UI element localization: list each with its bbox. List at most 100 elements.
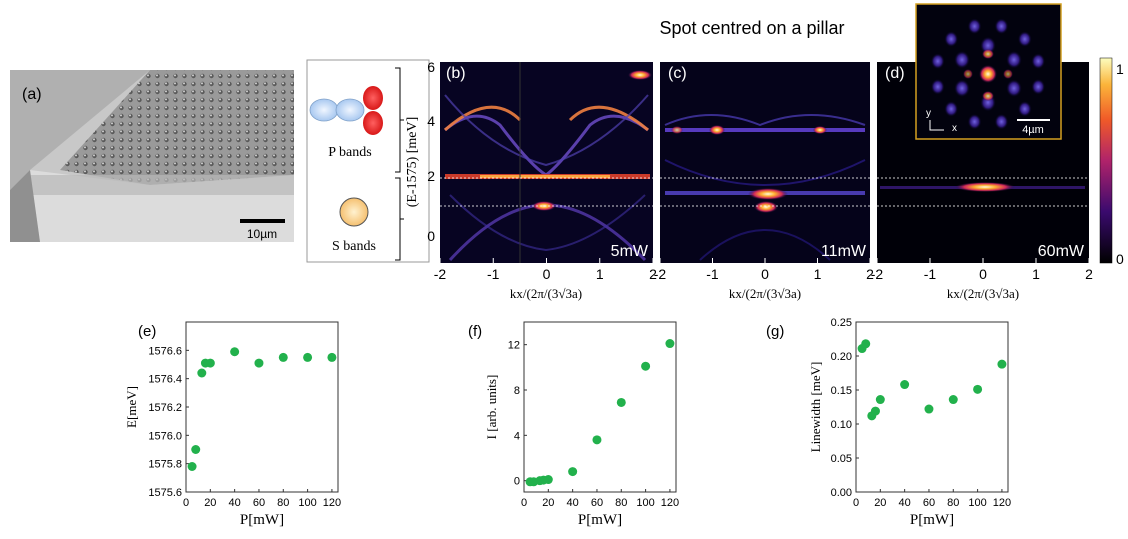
x-tick-label: 120 — [323, 497, 341, 509]
panel-a-label: (a) — [22, 86, 42, 103]
panel-b-x-axis-label: kx/(2π/(3√3a) — [510, 286, 582, 301]
data-point — [303, 352, 313, 362]
inset-y-axis-label: y — [926, 108, 931, 119]
figure-title: Spot centred on a pillar — [659, 18, 844, 38]
inset-intensity-spot — [930, 78, 945, 95]
panel-d-power: 60mW — [1038, 243, 1085, 260]
panel-b-power: 5mW — [611, 243, 649, 260]
y-tick-label: 0.00 — [831, 487, 852, 499]
top-x-tick-label: 2 — [649, 266, 657, 282]
data-point — [254, 358, 264, 368]
top-x-tick-label: -2 — [434, 266, 447, 282]
top-x-tick-label: 1 — [1032, 266, 1040, 282]
y-tick-label: 0.20 — [831, 351, 852, 363]
data-point — [861, 339, 871, 349]
y-tick-label: 0.15 — [831, 385, 852, 397]
data-point — [592, 435, 602, 445]
panel-c-x-axis-label: kx/(2π/(3√3a) — [729, 286, 801, 301]
x-axis-label: P[mW] — [910, 512, 954, 528]
inset-intensity-spot — [980, 36, 996, 55]
y-tick-label: 0.10 — [831, 419, 852, 431]
top-x-tick-label: 2 — [866, 266, 874, 282]
x-tick-label: 80 — [615, 497, 627, 509]
data-point — [997, 359, 1007, 369]
x-tick-label: 0 — [853, 497, 859, 509]
plot-frame — [855, 321, 1009, 493]
x-tick-label: 20 — [874, 497, 886, 509]
x-tick-label: 80 — [947, 497, 959, 509]
x-tick-label: 40 — [229, 497, 241, 509]
top-x-tick-label: 1 — [596, 266, 604, 282]
real-space-inset: y x 4µm — [915, 3, 1062, 140]
y-tick-label: 0 — [514, 476, 520, 488]
x-tick-label: 100 — [298, 497, 316, 509]
top-x-tick-label: -1 — [924, 266, 937, 282]
data-point — [187, 462, 197, 471]
inset-intensity-spot — [967, 18, 982, 35]
inset-intensity-spot — [967, 113, 982, 130]
x-tick-label: 40 — [567, 497, 579, 509]
x-tick-label: 60 — [923, 497, 935, 509]
y-tick-label: 0.05 — [831, 453, 852, 465]
x-axis-label: P[mW] — [578, 512, 622, 528]
panel-c-dispersion: (c) 11mW — [660, 62, 870, 263]
top-x-tick-label: -2 — [871, 266, 884, 282]
panel-d-label: (d) — [885, 65, 905, 82]
x-tick-label: 120 — [661, 497, 679, 509]
x-tick-label: 40 — [899, 497, 911, 509]
y-axis-label: E[meV] — [124, 386, 139, 428]
data-point — [205, 358, 215, 368]
panel-b-dispersion: (b) 5mW — [440, 62, 653, 263]
data-point — [230, 347, 240, 357]
x-tick-label: 60 — [253, 497, 265, 509]
top-x-tick-label: 2 — [1085, 266, 1093, 282]
panel-d-x-axis-label: kx/(2π/(3√3a) — [947, 286, 1019, 301]
data-point — [875, 395, 885, 405]
inset-intensity-spot — [1005, 50, 1022, 69]
inset-intensity-spot — [944, 100, 959, 117]
chart-g: (g) 0 20 40 60 80 100 120 0.00 0.05 0.10 0.15 0.20 0.… — [766, 317, 1011, 528]
p-orbital-blue-icon — [309, 98, 365, 122]
inset-scalebar-label: 4µm — [1022, 124, 1044, 136]
p-orbital-red-icon — [363, 86, 383, 135]
x-tick-label: 0 — [521, 497, 527, 509]
top-x-tick-label: 0 — [979, 266, 987, 282]
chart-e: (e) 0 20 40 60 80 100 120 1575.6 1575.8 1576.0 1576… — [124, 321, 341, 528]
top-x-tick-label: -1 — [706, 266, 719, 282]
data-point — [973, 384, 983, 394]
data-point — [327, 352, 337, 362]
chart-panel-label: (f) — [468, 323, 482, 340]
colorbar-max-label: 1 — [1116, 61, 1124, 77]
colorbar-min-label: 0 — [1116, 251, 1124, 267]
inset-intensity-spot — [1005, 79, 1022, 98]
data-point — [278, 352, 288, 362]
inset-intensity-spot — [1031, 78, 1046, 95]
top-x-tick-label: -2 — [654, 266, 667, 282]
data-point — [568, 467, 578, 477]
y-axis-label: I [arb. units] — [484, 375, 499, 440]
x-tick-label: 60 — [591, 497, 603, 509]
top-y-tick: 0 — [427, 228, 435, 244]
y-tick-label: 1575.6 — [148, 487, 182, 499]
panel-a-scalebar — [240, 219, 285, 223]
chart-f: (f) 0 20 40 60 80 100 120 0 4 8 12 P[mW] I [arb. unit… — [468, 321, 679, 528]
data-point — [948, 395, 958, 405]
x-tick-label: 20 — [204, 497, 216, 509]
panel-a-scalebar-label: 10µm — [247, 227, 277, 241]
s-orbital-icon — [339, 197, 369, 227]
x-tick-label: 100 — [968, 497, 986, 509]
y-tick-label: 8 — [514, 385, 520, 397]
inset-intensity-spot — [994, 113, 1009, 130]
y-tick-label: 1575.8 — [148, 459, 182, 471]
y-tick-label: 12 — [508, 340, 520, 352]
top-y-tick: 6 — [427, 59, 435, 75]
top-x-tick-label: 0 — [543, 266, 551, 282]
data-point — [870, 406, 880, 416]
inset-intensity-spot — [1017, 31, 1032, 48]
data-point — [616, 397, 626, 407]
panel-c-power: 11mW — [821, 243, 867, 260]
inset-intensity-spot — [954, 50, 971, 69]
x-tick-label: 80 — [277, 497, 289, 509]
top-y-tick: 2 — [427, 168, 435, 184]
band-schematic: P bands S bands — [306, 59, 430, 263]
